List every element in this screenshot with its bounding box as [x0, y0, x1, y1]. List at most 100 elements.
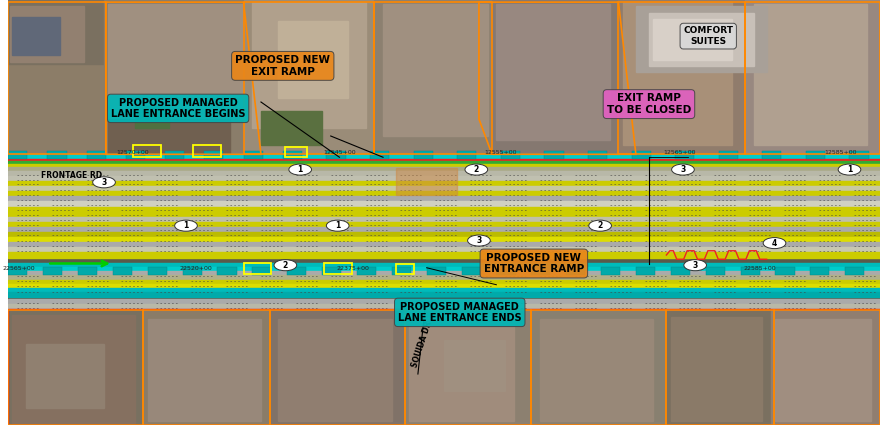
Circle shape [465, 164, 488, 175]
Text: 22520+00: 22520+00 [180, 266, 212, 271]
Bar [8, 227, 880, 232]
Bar [244, 0, 378, 155]
Bar [324, 263, 352, 274]
Text: 22560+00: 22560+00 [495, 266, 528, 271]
Bar [8, 280, 880, 284]
Bar [540, 319, 653, 421]
Circle shape [174, 220, 197, 231]
Bar [740, 267, 759, 275]
Bar [8, 171, 880, 176]
Bar [8, 154, 880, 159]
Bar [217, 267, 237, 275]
Bar [706, 267, 725, 275]
Bar [8, 267, 880, 271]
Text: 2: 2 [473, 165, 479, 174]
Text: 3: 3 [101, 178, 106, 187]
Bar [326, 151, 346, 159]
Bar [12, 314, 135, 423]
Bar [8, 267, 27, 275]
Bar [810, 267, 830, 275]
Bar [278, 21, 348, 98]
Bar [193, 145, 221, 157]
Circle shape [92, 177, 115, 188]
Bar [26, 344, 104, 408]
Bar [427, 267, 446, 275]
Bar [133, 145, 161, 157]
Bar [8, 252, 880, 258]
Bar [501, 151, 520, 159]
Text: 1: 1 [297, 165, 303, 174]
Bar [532, 267, 550, 275]
Bar [623, 2, 732, 144]
Bar [374, 0, 501, 155]
Bar [278, 319, 392, 421]
Bar [601, 267, 620, 275]
Bar [244, 151, 263, 159]
Bar [675, 151, 694, 159]
Bar [444, 340, 505, 391]
Text: 12570+00: 12570+00 [116, 150, 149, 155]
Bar [806, 151, 825, 159]
Text: 2: 2 [598, 221, 603, 230]
Text: 12585+00: 12585+00 [825, 150, 857, 155]
Bar [285, 147, 307, 157]
Bar [8, 217, 880, 222]
Bar [775, 319, 871, 421]
Bar [666, 310, 771, 425]
Bar [182, 267, 202, 275]
Bar [8, 191, 880, 196]
Bar [619, 0, 744, 155]
Bar [253, 267, 271, 275]
Text: 22565+00: 22565+00 [3, 266, 35, 271]
Bar [8, 222, 880, 227]
Text: 22585+00: 22585+00 [744, 266, 776, 271]
Bar [8, 263, 880, 267]
Text: EXIT RAMP
TO BE CLOSED: EXIT RAMP TO BE CLOSED [607, 94, 691, 115]
Bar [8, 201, 880, 207]
Bar [396, 264, 414, 274]
Text: 1: 1 [847, 165, 852, 174]
Bar [771, 310, 880, 425]
Text: 1: 1 [335, 221, 341, 230]
Bar [719, 151, 738, 159]
Circle shape [684, 260, 707, 271]
Text: 3: 3 [680, 165, 686, 174]
Text: 22375+00: 22375+00 [336, 266, 369, 271]
Bar [10, 6, 84, 62]
Bar [636, 6, 766, 72]
Text: SOUIDA DR: SOUIDA DR [411, 320, 434, 368]
Bar [744, 0, 880, 155]
Bar [253, 2, 365, 128]
Circle shape [326, 220, 349, 231]
Bar [392, 267, 411, 275]
Bar [8, 196, 880, 201]
Circle shape [671, 164, 694, 175]
Bar [143, 310, 269, 425]
Text: PROPOSED NEW
EXIT RAMP: PROPOSED NEW EXIT RAMP [235, 55, 330, 76]
Bar [492, 0, 619, 155]
Bar [762, 151, 781, 159]
Bar [849, 151, 869, 159]
Bar [845, 267, 864, 275]
Bar [8, 304, 880, 309]
Bar [135, 106, 170, 128]
Bar [8, 232, 880, 237]
Circle shape [289, 164, 312, 175]
Bar [8, 167, 880, 171]
Text: 1: 1 [183, 221, 188, 230]
Bar [8, 159, 880, 161]
Circle shape [274, 260, 297, 271]
Bar [8, 288, 880, 292]
Bar [632, 151, 650, 159]
Bar [8, 299, 880, 304]
Bar [405, 310, 532, 425]
Bar [636, 267, 655, 275]
Bar [148, 267, 167, 275]
Bar [496, 4, 610, 140]
Bar [8, 151, 27, 159]
Bar [671, 317, 762, 421]
Bar [8, 309, 880, 425]
Bar [8, 247, 880, 252]
Bar [8, 310, 143, 425]
Bar [671, 267, 690, 275]
